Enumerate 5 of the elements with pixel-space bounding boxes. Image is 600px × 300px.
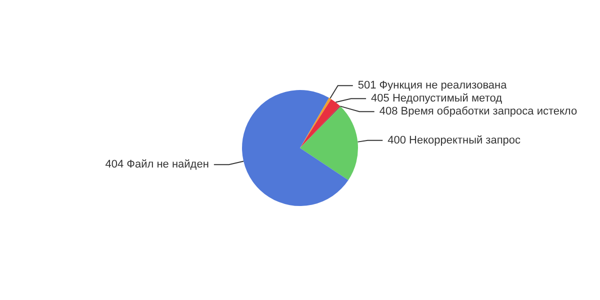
slice-label: 501 Функция не реализована <box>358 80 508 92</box>
slice-label: 404 Файл не найден <box>105 158 209 171</box>
slice-label: 408 Время обработки запроса истекло <box>379 106 578 118</box>
slice-label: 400 Некорректный запрос <box>388 134 522 146</box>
slice-label: 405 Недопустимый метод <box>371 92 503 105</box>
